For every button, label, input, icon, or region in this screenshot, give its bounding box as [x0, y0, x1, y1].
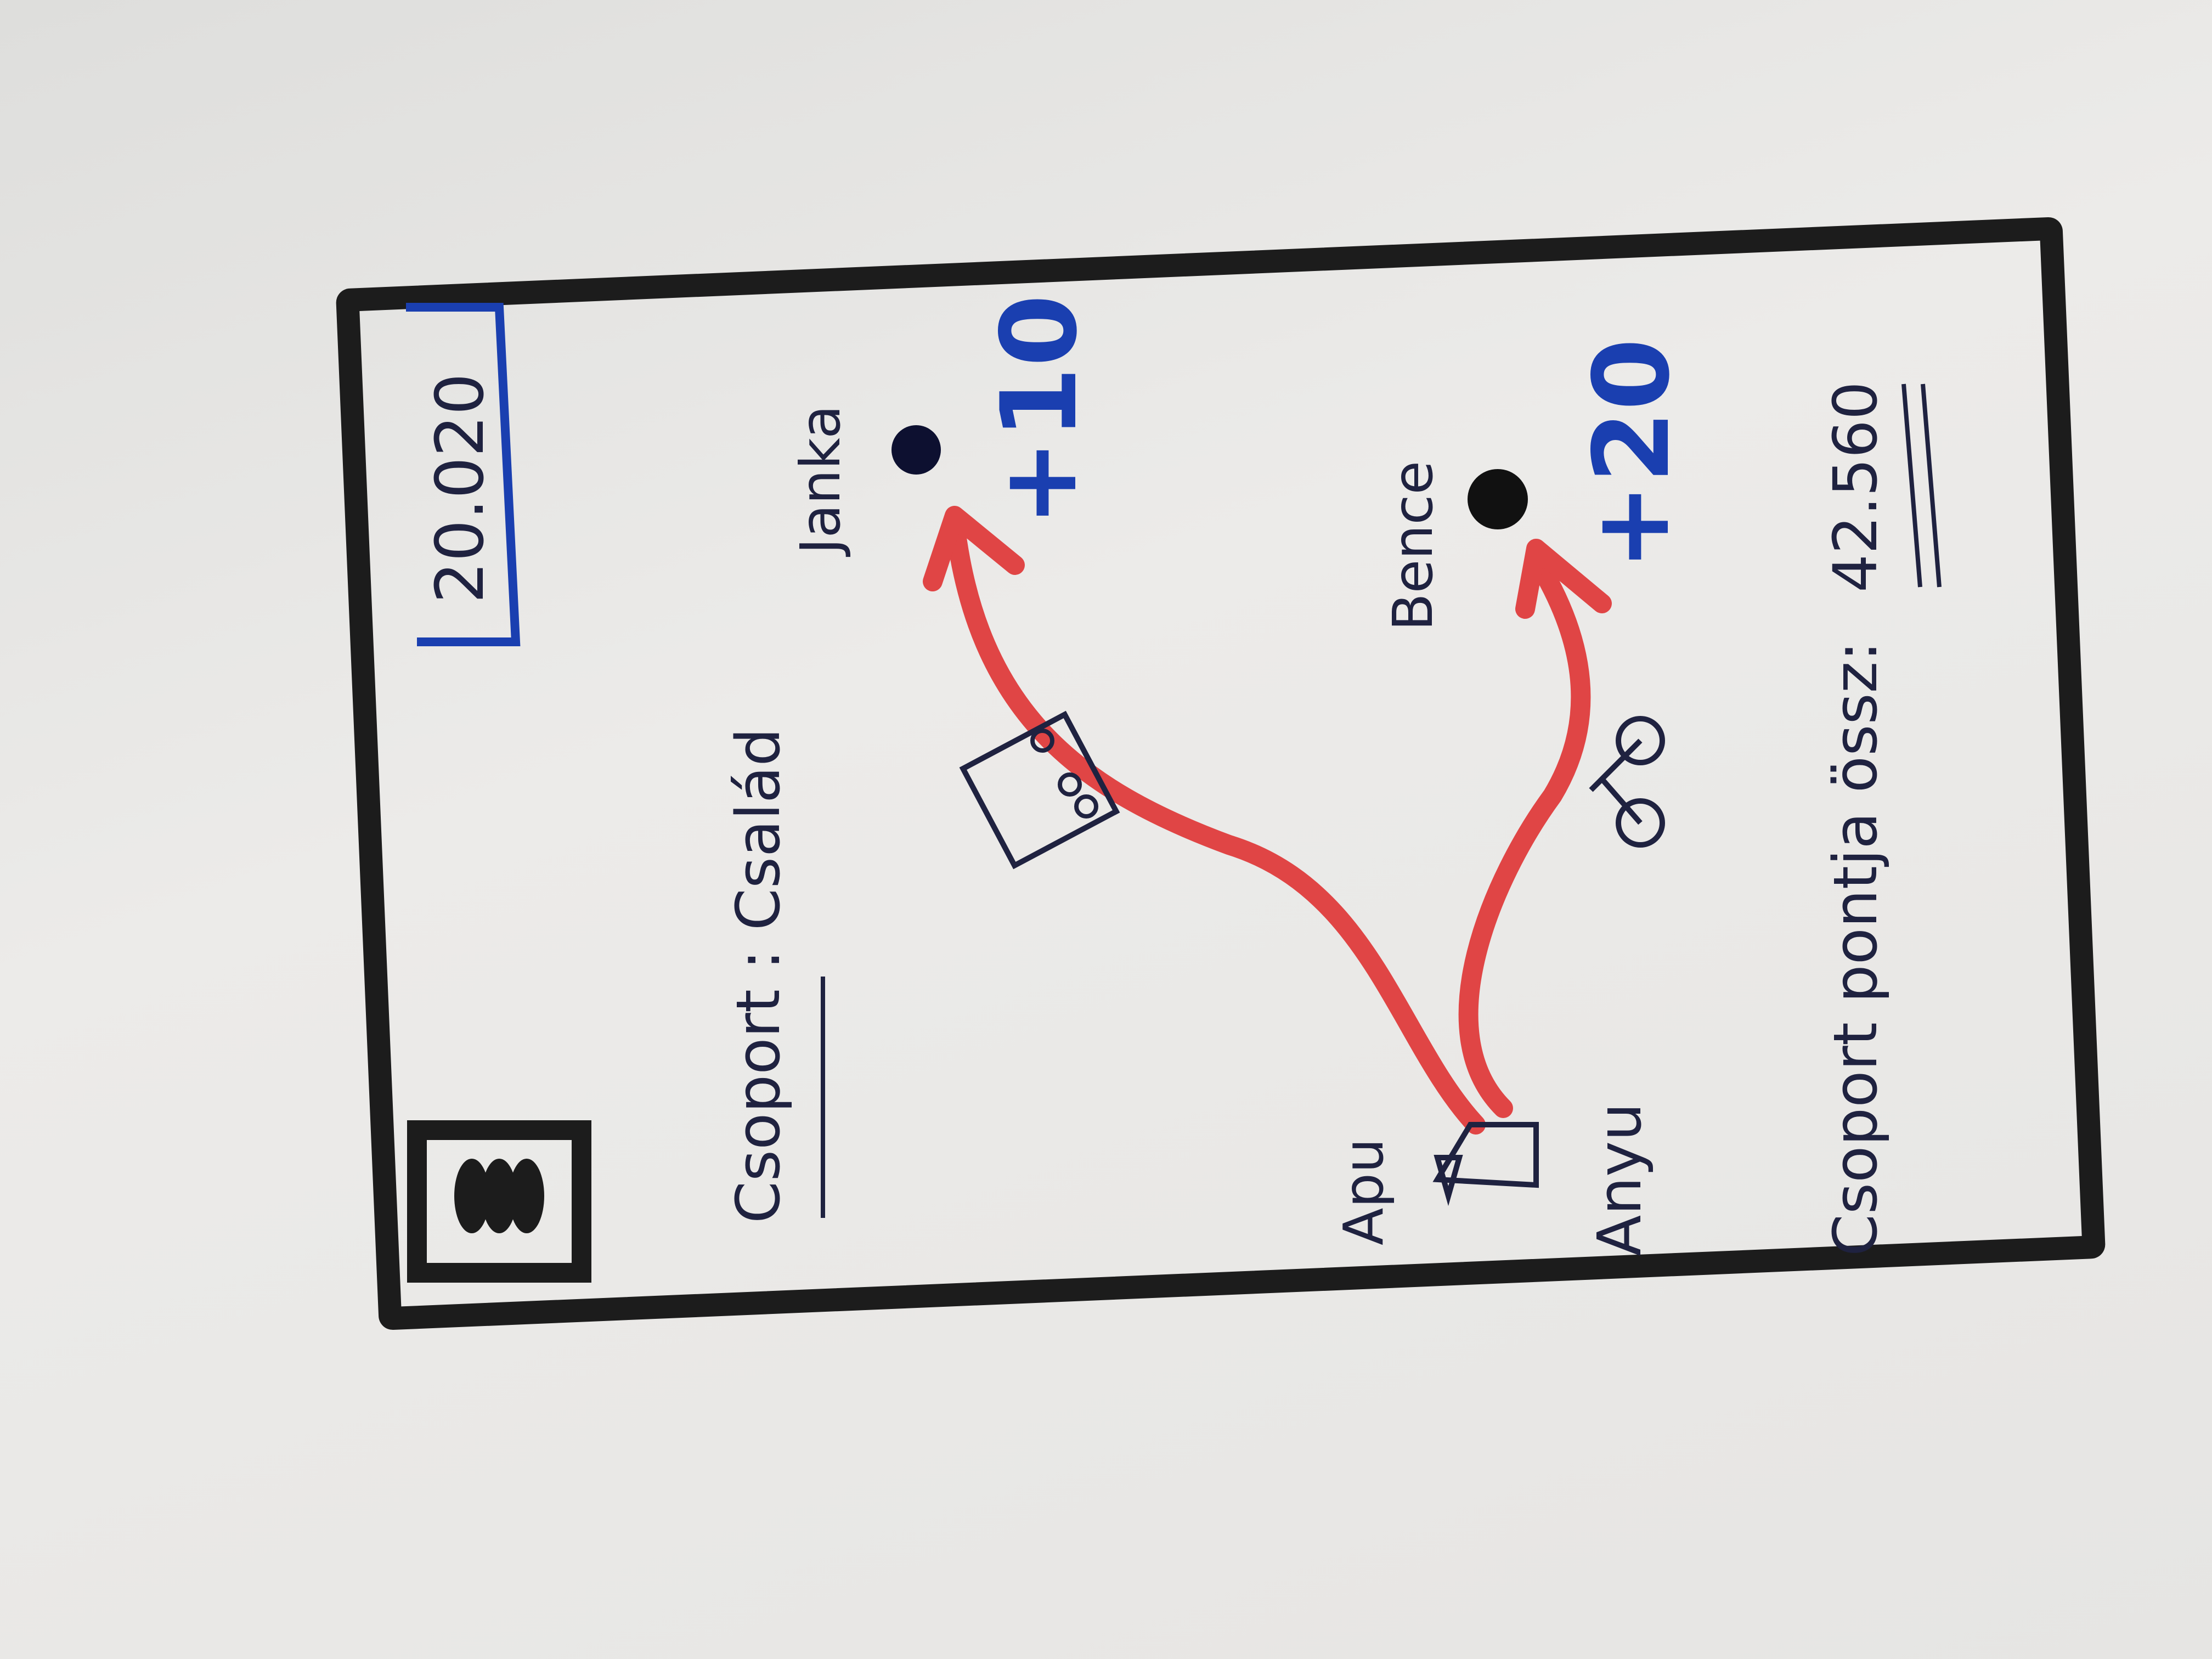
member-anyu-name: Anyu	[1584, 1103, 1655, 1256]
menu-button[interactable]	[407, 1120, 591, 1283]
member-anyu[interactable]: Anyu	[1584, 1103, 1655, 1256]
member-bence-points: +20	[1571, 338, 1692, 571]
group-total-value: 42.560	[1820, 381, 1891, 592]
group-total-label: Csoport pontja össz:	[1820, 641, 1891, 1256]
member-bence-name: Bence	[1381, 461, 1445, 631]
score-value: 20.020	[422, 373, 499, 603]
hamburger-menu-icon	[454, 1159, 544, 1233]
group-total: Csoport pontja össz: 42.560	[1820, 381, 1942, 1256]
route-arrow-anyu-bence	[1458, 550, 1591, 1118]
bence-location-dot	[1468, 469, 1528, 529]
member-janka-name: Janka	[788, 405, 853, 557]
bus-icon	[959, 710, 1120, 870]
score-box: 20.020	[406, 303, 521, 646]
member-janka-points: +10	[979, 294, 1100, 527]
member-bence[interactable]: Bence +20	[1381, 338, 1692, 848]
member-apu-name: Apu	[1331, 1138, 1396, 1245]
member-janka[interactable]: Janka +10	[788, 294, 1120, 870]
bicycle-icon	[1589, 716, 1665, 848]
route-arrows	[923, 506, 1612, 1135]
member-apu[interactable]: Apu	[1331, 1122, 1539, 1245]
group-label: Csoport : Család	[723, 728, 825, 1223]
janka-location-dot	[891, 425, 941, 475]
group-label-text: Csoport : Család	[723, 728, 793, 1223]
route-arrow-apu-janka	[945, 511, 1486, 1135]
